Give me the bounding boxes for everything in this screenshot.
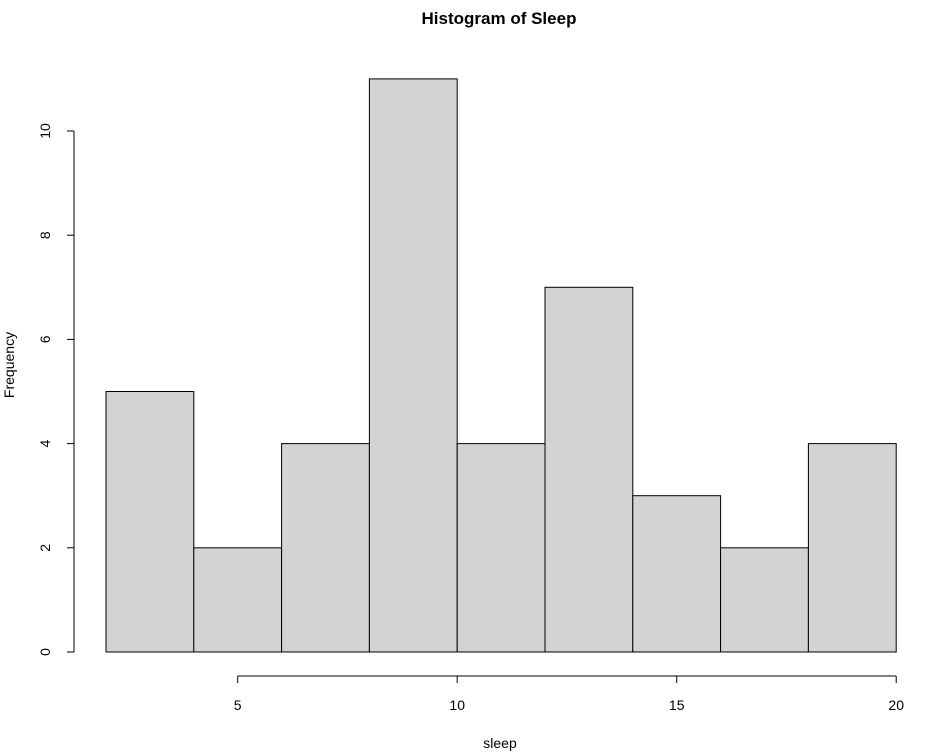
bar-2-4 [105, 391, 195, 653]
bars-group [105, 78, 897, 653]
y-tick-label-0: 0 [37, 648, 53, 656]
bar-16-18 [720, 547, 809, 653]
x-tick-label-5: 5 [234, 697, 242, 713]
bar-12-14 [544, 286, 634, 653]
x-axis-label: sleep [483, 735, 517, 751]
x-tick-label-10: 10 [449, 697, 465, 713]
y-tick-label-10: 10 [37, 123, 53, 139]
x-axis: 5 10 15 20 [234, 675, 904, 713]
y-axis: 0 2 4 6 8 10 [37, 123, 75, 656]
y-tick-label-6: 6 [37, 335, 53, 343]
bar-6-8 [281, 443, 370, 653]
y-tick-label-4: 4 [37, 439, 53, 447]
y-axis-label: Frequency [1, 332, 17, 398]
bar-4-6 [193, 547, 283, 653]
bar-8-10 [368, 78, 458, 653]
y-tick-label-2: 2 [37, 544, 53, 552]
chart-title: Histogram of Sleep [422, 9, 577, 28]
y-tick-label-8: 8 [37, 231, 53, 239]
x-tick-label-15: 15 [669, 697, 685, 713]
x-tick-label-20: 20 [888, 697, 904, 713]
bar-14-16 [632, 495, 722, 653]
bar-10-12 [456, 443, 546, 653]
bar-18-20 [807, 443, 897, 653]
